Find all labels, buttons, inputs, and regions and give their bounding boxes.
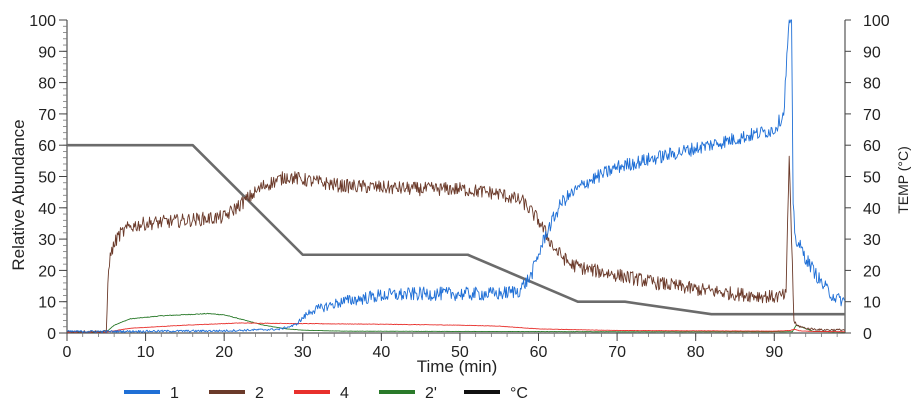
legend: 1 2 4 2' °C [124,385,528,402]
legend-label: 4 [340,385,349,402]
y-tick-label: 30 [38,232,56,249]
x-tick-label: 80 [687,344,705,361]
y2-tick-label: 10 [863,295,881,312]
series-line-4 [66,322,846,333]
y-tick-label: 70 [38,107,56,124]
y-tick-label: 40 [38,201,56,218]
y2-tick-label: 40 [863,201,881,218]
y2-tick-label: 80 [863,76,881,93]
y-tick-label: 90 [38,44,56,61]
y-tick-label: 60 [38,138,56,155]
plot-frame [66,20,846,334]
y2-tick-label: 90 [863,44,881,61]
y2-tick-label: 60 [863,138,881,155]
legend-label: °C [510,385,528,402]
x-tick-label: 50 [451,344,469,361]
x-tick-label: 60 [530,344,548,361]
legend-label: 1 [170,385,179,402]
x-tick-label: 90 [765,344,783,361]
series-line-2 [66,155,846,333]
x-axis-label: Time (min) [417,357,498,376]
y2-tick-label: 50 [863,170,881,187]
y2-axis-label: TEMP (°C) [895,146,911,214]
legend-label: 2' [425,385,437,402]
x-tick-label: 20 [215,344,233,361]
x-tick-label: 70 [608,344,626,361]
y-tick-label: 0 [47,326,56,343]
y2-tick-label: 0 [863,326,872,343]
y2-tick-label: 100 [863,13,890,30]
y2-tick-label: 70 [863,107,881,124]
series-line-temp [67,143,845,316]
y2-tick-label: 30 [863,232,881,249]
series-line-1 [66,19,846,333]
y-tick-label: 100 [29,13,56,30]
axis-layer: 0102030405060708090100010203040506070809… [29,13,890,361]
series-line-2p [66,312,846,333]
series-layer [66,19,846,333]
y-axis-label: Relative Abundance [9,119,28,270]
legend-label: 2 [255,385,264,402]
x-tick-label: 40 [372,344,390,361]
y-tick-label: 80 [38,76,56,93]
y-tick-label: 20 [38,263,56,280]
x-tick-label: 30 [294,344,312,361]
y-tick-label: 10 [38,295,56,312]
x-tick-label: 10 [137,344,155,361]
y-tick-label: 50 [38,170,56,187]
y2-tick-label: 20 [863,263,881,280]
x-tick-label: 0 [63,344,72,361]
